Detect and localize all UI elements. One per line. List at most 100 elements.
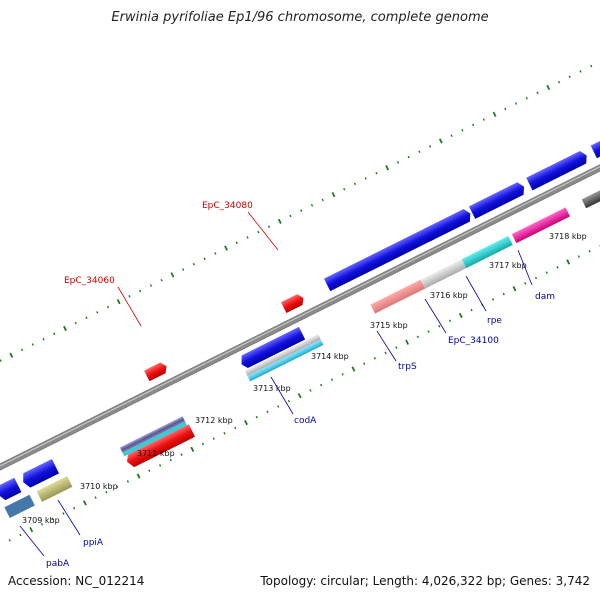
gene-forward-5[interactable] bbox=[526, 149, 590, 191]
minor-tick bbox=[384, 351, 387, 355]
tick-label: 3715 kbp bbox=[370, 321, 408, 330]
minor-tick bbox=[320, 383, 323, 387]
minor-tick bbox=[246, 236, 249, 239]
minor-tick bbox=[289, 214, 292, 218]
minor-tick bbox=[448, 319, 452, 323]
minor-tick bbox=[0, 359, 2, 362]
gene-rpe[interactable] bbox=[461, 235, 513, 269]
tick-label: 3718 kbp bbox=[549, 232, 587, 241]
gene-dark[interactable] bbox=[581, 172, 600, 209]
tick-label: 3716 kbp bbox=[430, 291, 468, 300]
gene-paba-2[interactable] bbox=[4, 494, 35, 518]
gene-forward-6[interactable] bbox=[590, 122, 600, 159]
major-tick bbox=[63, 325, 67, 332]
minor-tick bbox=[363, 362, 366, 365]
minor-tick bbox=[429, 145, 432, 148]
minor-tick bbox=[534, 276, 538, 280]
tick-label: 3711 kbp bbox=[137, 449, 175, 458]
tick-label: 3714 kbp bbox=[311, 352, 349, 361]
minor-tick bbox=[590, 64, 593, 68]
minor-tick bbox=[407, 155, 410, 159]
label-trps[interactable]: trpS bbox=[398, 362, 417, 372]
major-tick bbox=[566, 259, 571, 265]
gene-trps[interactable] bbox=[370, 279, 426, 314]
minor-tick bbox=[343, 187, 346, 191]
gene-forward-2[interactable] bbox=[381, 225, 437, 263]
minor-tick bbox=[148, 469, 151, 473]
gene-coda-grey[interactable] bbox=[244, 334, 321, 377]
minor-tick bbox=[427, 330, 430, 333]
minor-tick bbox=[149, 284, 153, 287]
minor-tick bbox=[321, 198, 324, 202]
label-epc34060[interactable]: EpC_34060 bbox=[64, 276, 115, 286]
minor-tick bbox=[309, 389, 312, 392]
minor-tick bbox=[364, 177, 367, 180]
minor-tick bbox=[180, 453, 183, 456]
chromosome-backbone bbox=[0, 133, 600, 479]
label-epc34100[interactable]: EpC_34100 bbox=[448, 336, 499, 346]
minor-tick bbox=[160, 278, 163, 282]
major-tick bbox=[385, 165, 390, 171]
minor-tick bbox=[126, 480, 130, 483]
gene-epc34080[interactable] bbox=[281, 292, 306, 314]
minor-tick bbox=[416, 335, 419, 339]
tick-labels: 3709 kbp 3710 kbp 3711 kbp 3712 kbp 3713… bbox=[22, 232, 587, 525]
major-tick bbox=[83, 500, 87, 506]
map-title: Erwinia pyrifoliae Ep1/96 chromosome, co… bbox=[111, 10, 489, 25]
minor-tick bbox=[502, 292, 505, 296]
minor-tick bbox=[214, 252, 217, 255]
minor-tick bbox=[212, 437, 215, 440]
minor-tick bbox=[568, 75, 571, 79]
gene-dam[interactable] bbox=[511, 207, 571, 244]
label-paba[interactable]: pabA bbox=[46, 559, 70, 569]
gene-ppia[interactable] bbox=[20, 459, 60, 489]
label-epc34080[interactable]: EpC_34080 bbox=[202, 201, 253, 211]
gene-olive[interactable] bbox=[36, 476, 73, 502]
minor-tick bbox=[74, 321, 77, 325]
label-dam[interactable]: dam bbox=[535, 292, 555, 302]
minor-tick bbox=[491, 298, 495, 301]
minor-tick bbox=[139, 289, 142, 293]
minor-tick bbox=[373, 357, 377, 360]
gene-epc34100[interactable] bbox=[420, 259, 467, 289]
topology-text: Topology: circular; Length: 4,026,322 bp… bbox=[260, 574, 590, 588]
major-tick bbox=[546, 84, 551, 91]
minor-tick bbox=[353, 182, 357, 186]
gene-forward-3[interactable] bbox=[424, 207, 473, 242]
minor-tick bbox=[396, 161, 400, 164]
gene-stack-grey[interactable] bbox=[119, 416, 186, 453]
major-tick bbox=[351, 366, 356, 372]
major-tick bbox=[29, 527, 34, 533]
minor-tick bbox=[418, 150, 421, 154]
gene-paba[interactable] bbox=[0, 477, 22, 502]
major-tick bbox=[492, 111, 497, 117]
major-tick bbox=[405, 339, 410, 345]
gene-epc34060[interactable] bbox=[144, 361, 169, 382]
minor-tick bbox=[105, 490, 108, 494]
minor-tick bbox=[504, 107, 507, 111]
accession-text: Accession: NC_012214 bbox=[8, 574, 145, 588]
label-coda[interactable]: codA bbox=[294, 416, 317, 426]
gene-coda-blue[interactable] bbox=[238, 326, 306, 370]
major-tick bbox=[9, 352, 14, 358]
label-ppia[interactable]: ppiA bbox=[83, 538, 104, 548]
minor-tick bbox=[545, 271, 548, 274]
minor-tick bbox=[267, 225, 271, 229]
gene-coda[interactable] bbox=[247, 339, 324, 382]
gene-stack-cyan[interactable] bbox=[122, 421, 187, 457]
minor-tick bbox=[536, 91, 539, 95]
minor-tick bbox=[375, 171, 378, 175]
major-tick bbox=[331, 191, 336, 198]
label-rpe[interactable]: rpe bbox=[487, 316, 502, 326]
minor-tick bbox=[266, 410, 269, 414]
minor-tick bbox=[53, 332, 56, 336]
gene-red-large[interactable] bbox=[124, 424, 196, 469]
gene-forward-1[interactable] bbox=[323, 245, 397, 292]
outer-tick-ring bbox=[0, 64, 593, 362]
major-tick bbox=[170, 272, 175, 278]
minor-tick bbox=[450, 134, 453, 137]
minor-tick bbox=[235, 241, 238, 245]
minor-tick bbox=[579, 70, 582, 73]
minor-tick bbox=[341, 373, 344, 376]
gene-forward-4[interactable] bbox=[468, 180, 527, 219]
